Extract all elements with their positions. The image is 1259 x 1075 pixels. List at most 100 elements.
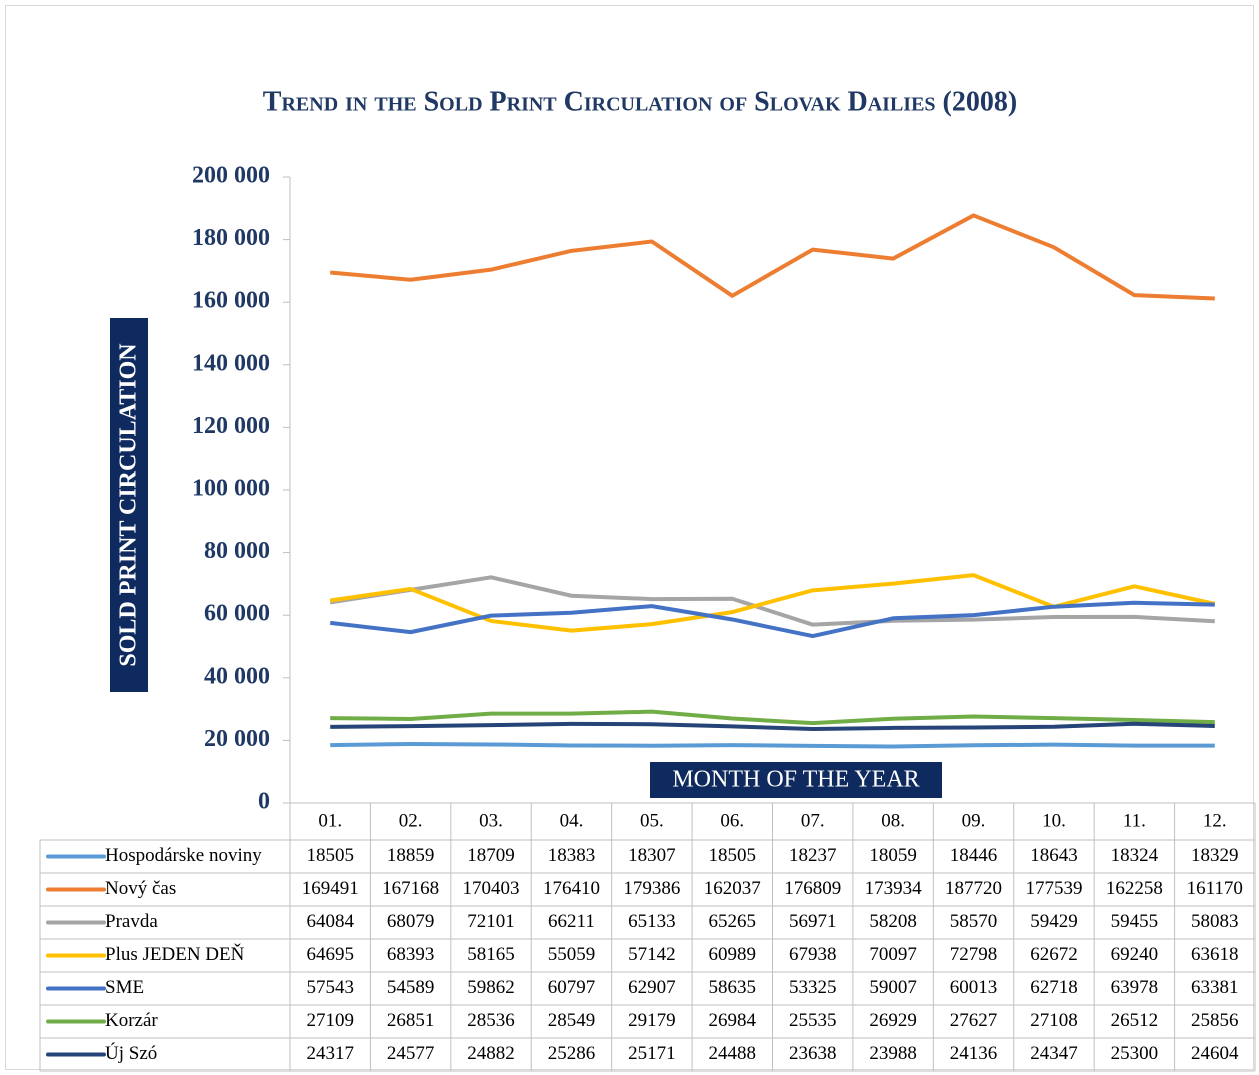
table-value: 69240: [1111, 944, 1159, 965]
x-tick-label: 06.: [720, 810, 744, 831]
table-value: 63978: [1111, 977, 1159, 998]
table-value: 64695: [306, 944, 354, 965]
series-line: [329, 575, 1215, 627]
table-value: 25286: [548, 1043, 596, 1064]
table-value: 169491: [302, 878, 359, 899]
table-value: 23638: [789, 1043, 837, 1064]
x-tick-label: 03.: [479, 810, 503, 831]
series-line: [330, 213, 1215, 301]
y-tick-label: 140 000: [192, 350, 270, 376]
table-value: 72101: [467, 911, 515, 932]
table-value: 25171: [628, 1043, 676, 1064]
table-value: 28549: [548, 1010, 596, 1031]
legend-label: Pravda: [105, 911, 158, 932]
x-tick-label: 09.: [962, 810, 986, 831]
table-value: 64084: [306, 911, 354, 932]
y-tick-label: 180 000: [192, 225, 270, 251]
table-value: 167168: [382, 878, 439, 899]
x-tick-label: 01.: [318, 810, 342, 831]
table-value: 29179: [628, 1010, 676, 1031]
table-value: 62672: [1030, 944, 1078, 965]
table-value: 177539: [1025, 878, 1082, 899]
table-value: 67938: [789, 944, 837, 965]
table-value: 173934: [865, 878, 923, 899]
table-value: 18059: [869, 845, 917, 866]
series-line: [330, 741, 1215, 749]
table-value: 18446: [950, 845, 998, 866]
table-value: 58570: [950, 911, 998, 932]
table-value: 18324: [1111, 845, 1159, 866]
table-value: 58083: [1191, 911, 1239, 932]
table-value: 18505: [709, 845, 757, 866]
table-value: 63381: [1191, 977, 1239, 998]
table-value: 25856: [1191, 1010, 1239, 1031]
table-value: 179386: [623, 878, 680, 899]
table-value: 18307: [628, 845, 676, 866]
table-value: 65265: [709, 911, 757, 932]
table-value: 25535: [789, 1010, 837, 1031]
legend-label: Plus JEDEN DEŇ: [105, 943, 245, 965]
x-tick-label: 05.: [640, 810, 664, 831]
table-value: 187720: [945, 878, 1002, 899]
table-value: 59429: [1030, 911, 1078, 932]
table-value: 24488: [709, 1043, 757, 1064]
x-tick-label: 11.: [1123, 810, 1146, 831]
table-value: 18505: [306, 845, 354, 866]
table-value: 65133: [628, 911, 676, 932]
table-value: 27627: [950, 1010, 998, 1031]
table-value: 162037: [704, 878, 761, 899]
frame: [5, 5, 1254, 1070]
table-value: 18383: [548, 845, 596, 866]
table-value: 68079: [387, 911, 435, 932]
legend-label: Nový čas: [105, 878, 176, 899]
table-value: 54589: [387, 977, 435, 998]
x-tick-label: 12.: [1203, 810, 1227, 831]
table-value: 59007: [869, 977, 917, 998]
table-value: 58635: [709, 977, 757, 998]
series-line: [329, 600, 1215, 639]
y-tick-label: 0: [258, 789, 270, 815]
x-tick-label: 04.: [560, 810, 584, 831]
y-tick-label: 60 000: [204, 601, 270, 627]
x-tick-label: 02.: [399, 810, 423, 831]
x-tick-label: 07.: [801, 810, 825, 831]
table-value: 18329: [1191, 845, 1239, 866]
table-value: 24136: [950, 1043, 998, 1064]
table-value: 66211: [548, 911, 595, 932]
table-value: 27108: [1030, 1010, 1078, 1031]
legend-label: Korzár: [105, 1010, 158, 1031]
y-tick-label: 200 000: [192, 163, 270, 189]
table-value: 26512: [1111, 1010, 1159, 1031]
table-value: 24604: [1191, 1043, 1239, 1064]
table-value: 62907: [628, 977, 676, 998]
x-axis-label: MONTH OF THE YEAR: [672, 767, 919, 793]
table-value: 63618: [1191, 944, 1239, 965]
y-axis-label: SOLD PRINT CIRCULATION: [116, 343, 142, 667]
series-line: [329, 573, 1216, 633]
table-value: 176809: [784, 878, 841, 899]
table-value: 26984: [709, 1010, 757, 1031]
table-value: 56971: [789, 911, 837, 932]
table-value: 24317: [306, 1043, 354, 1064]
y-tick-label: 80 000: [204, 538, 270, 564]
table-value: 23988: [869, 1043, 917, 1064]
legend-label: Új Szó: [105, 1042, 157, 1064]
table-value: 68393: [387, 944, 435, 965]
table-value: 26929: [869, 1010, 917, 1031]
table-value: 18709: [467, 845, 515, 866]
table-value: 27109: [306, 1010, 354, 1031]
y-tick-label: 20 000: [204, 726, 270, 752]
series-line: [330, 709, 1215, 726]
table-value: 18859: [387, 845, 435, 866]
legend-label: Hospodárske noviny: [105, 845, 262, 866]
table-value: 60989: [709, 944, 757, 965]
table-value: 58208: [869, 911, 917, 932]
series-line: [330, 721, 1215, 732]
table-value: 18643: [1030, 845, 1078, 866]
y-label-box: [110, 318, 148, 692]
table-value: 26851: [387, 1010, 435, 1031]
table-value: 18237: [789, 845, 837, 866]
table-value: 60797: [548, 977, 596, 998]
table-value: 28536: [467, 1010, 515, 1031]
